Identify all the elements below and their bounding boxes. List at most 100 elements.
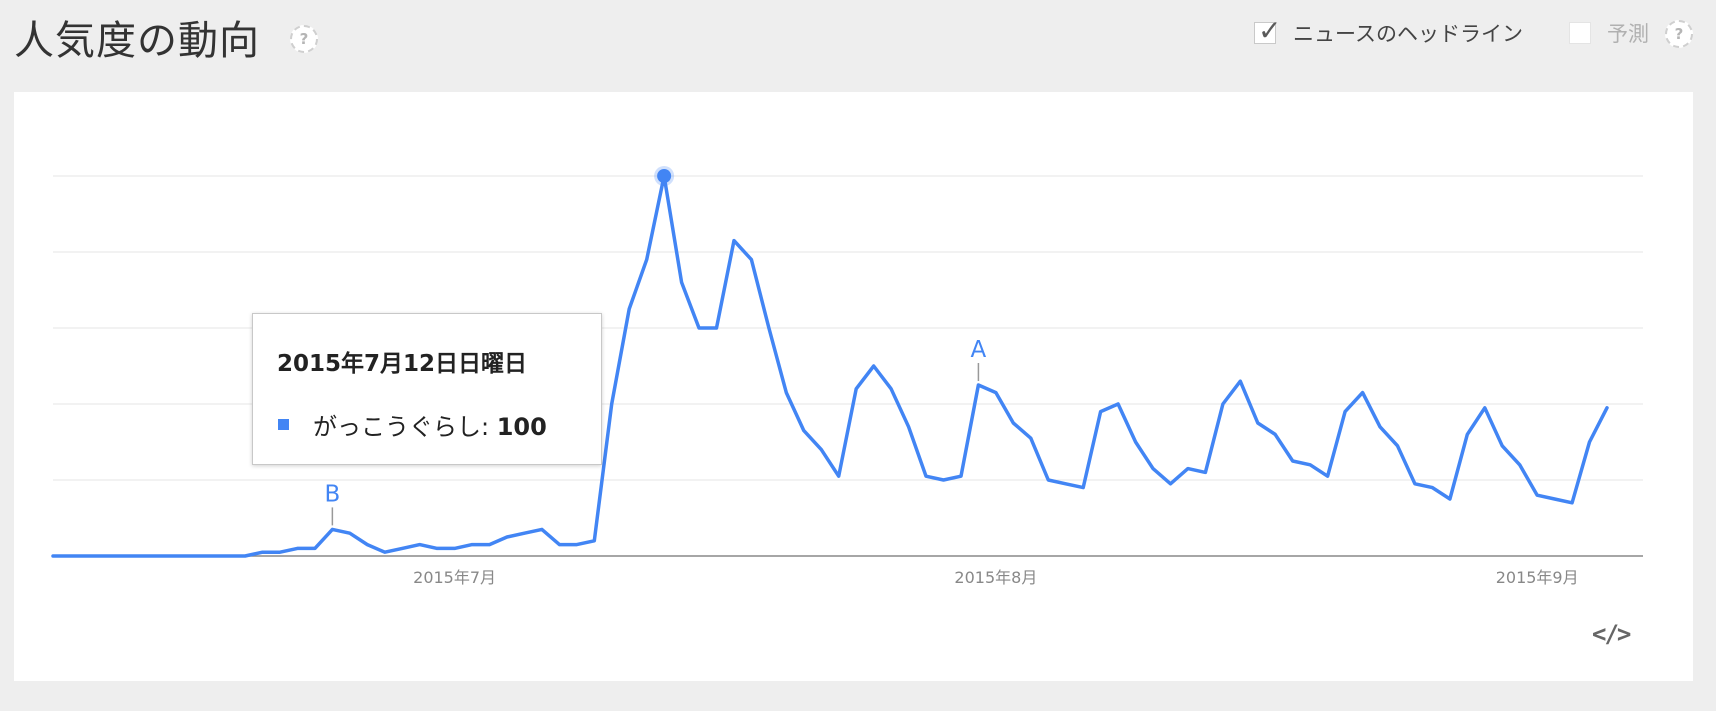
- data-point: [1255, 420, 1261, 426]
- data-point: [1167, 481, 1173, 487]
- data-point: [382, 549, 388, 555]
- tooltip-series-row: がっこうぐらし: 100: [313, 407, 547, 442]
- data-point: [1150, 466, 1156, 472]
- tooltip-value: 100: [496, 413, 547, 441]
- headlines-label[interactable]: ニュースのヘッドライン: [1293, 22, 1523, 46]
- data-point: [50, 553, 56, 559]
- data-point: [1360, 390, 1366, 396]
- data-point: [85, 553, 91, 559]
- x-tick-label: 2015年9月: [1496, 568, 1579, 587]
- data-point: [1325, 473, 1331, 479]
- title-help-icon[interactable]: ?: [290, 25, 318, 53]
- data-point: [644, 257, 650, 263]
- headlines-checkbox[interactable]: ✓: [1254, 14, 1281, 47]
- data-point: [364, 542, 370, 548]
- data-point: [783, 390, 789, 396]
- data-point: [312, 545, 318, 551]
- data-point: [190, 553, 196, 559]
- x-tick-label: 2015年7月: [413, 568, 496, 587]
- data-point: [469, 542, 475, 548]
- embed-code-icon[interactable]: </>: [1592, 620, 1631, 648]
- data-point: [1447, 496, 1453, 502]
- page-title: 人気度の動向: [14, 18, 260, 64]
- data-point: [207, 553, 213, 559]
- x-tick-label: 2015年8月: [954, 568, 1037, 587]
- data-point: [836, 473, 842, 479]
- data-point: [1482, 405, 1488, 411]
- tooltip-series-label: がっこうぐらし:: [313, 413, 497, 441]
- data-point: [172, 553, 178, 559]
- data-point: [1010, 420, 1016, 426]
- data-point: [1133, 439, 1139, 445]
- data-point: [1202, 469, 1208, 475]
- data-point: [766, 325, 772, 331]
- data-point: [1028, 435, 1034, 441]
- forecast-help-icon[interactable]: ?: [1665, 20, 1693, 48]
- data-point: [591, 538, 597, 544]
- data-point: [1394, 443, 1400, 449]
- data-point: [487, 542, 493, 548]
- data-point: [958, 473, 964, 479]
- data-point: [993, 390, 999, 396]
- data-point: [975, 382, 981, 388]
- data-point: [399, 545, 405, 551]
- data-point: [539, 526, 545, 532]
- data-point: [67, 553, 73, 559]
- data-point: [155, 553, 161, 559]
- tooltip-date: 2015年7月12日日曜日: [277, 351, 528, 377]
- data-point: [574, 542, 580, 548]
- data-point: [242, 553, 248, 559]
- data-point: [1290, 458, 1296, 464]
- data-point: [1098, 409, 1104, 415]
- data-point: [731, 238, 737, 244]
- data-point: [1237, 378, 1243, 384]
- data-point: [294, 545, 300, 551]
- data-point: [1080, 485, 1086, 491]
- annotation-layer: BA: [324, 337, 987, 526]
- data-point: [923, 473, 929, 479]
- data-point: [452, 545, 458, 551]
- data-point: [871, 363, 877, 369]
- data-point: [1517, 462, 1523, 468]
- data-point: [1272, 431, 1278, 437]
- data-point: [1185, 466, 1191, 472]
- data-point: [1307, 462, 1313, 468]
- data-point: [504, 534, 510, 540]
- data-point: [102, 553, 108, 559]
- annotation-label-a: A: [971, 337, 987, 363]
- series-line: [51, 174, 1609, 558]
- data-point: [1429, 485, 1435, 491]
- data-point: [1587, 439, 1593, 445]
- series-layer: [50, 166, 1610, 559]
- data-point: [120, 553, 126, 559]
- data-point: [1604, 405, 1610, 411]
- data-point: [1412, 481, 1418, 487]
- data-point: [940, 477, 946, 483]
- data-point: [714, 325, 720, 331]
- data-point: [1045, 477, 1051, 483]
- data-point: [347, 530, 353, 536]
- chart-tooltip: 2015年7月12日日曜日 がっこうぐらし: 100: [252, 313, 602, 465]
- data-point: [1115, 401, 1121, 407]
- data-point: [906, 424, 912, 430]
- data-point: [1342, 409, 1348, 415]
- data-point: [521, 530, 527, 536]
- data-point: [801, 428, 807, 434]
- checkmark-icon: ✓: [1258, 14, 1282, 47]
- tooltip-series-swatch: [278, 419, 289, 430]
- data-point: [1063, 481, 1069, 487]
- peak-marker: [657, 169, 672, 183]
- annotation-label-b: B: [324, 481, 340, 507]
- data-point: [1569, 500, 1575, 506]
- data-point: [696, 325, 702, 331]
- data-point: [626, 306, 632, 312]
- data-point: [888, 386, 894, 392]
- data-point: [329, 526, 335, 532]
- data-point: [417, 542, 423, 548]
- tick-layer: 2015年7月 2015年8月 2015年9月: [413, 568, 1578, 587]
- forecast-label[interactable]: 予測: [1607, 22, 1649, 46]
- data-point: [818, 447, 824, 453]
- data-point: [1377, 424, 1383, 430]
- data-point: [853, 386, 859, 392]
- forecast-checkbox[interactable]: [1569, 22, 1591, 44]
